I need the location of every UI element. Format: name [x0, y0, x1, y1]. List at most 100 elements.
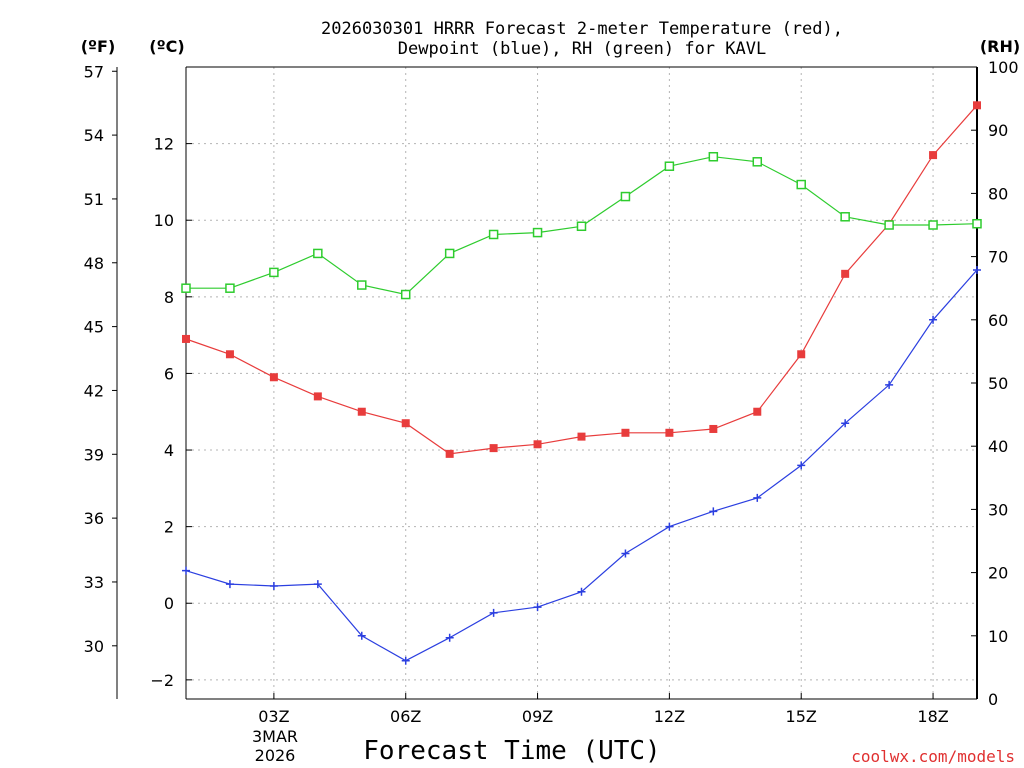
- dewpoint-point: [665, 522, 674, 531]
- dewpoint-line: [185, 269, 978, 662]
- rh-tick-label: 70: [988, 248, 1008, 267]
- temperature-point: [182, 334, 190, 343]
- temperature-point: [489, 444, 498, 453]
- rh-point: [357, 280, 367, 290]
- celsius-tick-label: 0: [164, 594, 174, 613]
- rh-tick-label: 100: [988, 58, 1019, 77]
- celsius-tick-label: 8: [164, 288, 174, 307]
- x-tick-label: 09Z: [522, 707, 553, 726]
- rh-point: [708, 151, 719, 162]
- fahrenheit-tick-label: 45: [84, 318, 104, 337]
- temperature-point: [841, 269, 850, 278]
- fahrenheit-tick-label: 57: [84, 62, 104, 81]
- celsius-tick-label: −2: [150, 671, 174, 690]
- rh-point: [884, 220, 894, 230]
- rh-point: [664, 161, 675, 171]
- data-series: [181, 101, 982, 665]
- fahrenheit-tick-label: 39: [84, 445, 104, 464]
- dewpoint-point: [313, 580, 322, 589]
- rh-point: [269, 267, 279, 278]
- rh-tick-label: 10: [988, 627, 1008, 646]
- temperature-point: [797, 350, 806, 359]
- rh-unit-label: (RH): [980, 37, 1020, 56]
- temperature-point: [929, 151, 938, 160]
- dewpoint-point: [709, 507, 718, 516]
- celsius-tick-label: 10: [154, 211, 174, 230]
- temperature-point: [753, 407, 762, 416]
- dewpoint-point: [753, 493, 762, 502]
- dewpoint-point: [797, 461, 806, 470]
- celsius-tick-label: 6: [164, 364, 174, 383]
- rh-tick-label: 90: [988, 121, 1008, 140]
- x-tick-label: 15Z: [786, 707, 817, 726]
- rh-point: [444, 248, 455, 259]
- fahrenheit-tick-label: 36: [84, 509, 104, 528]
- rh-point: [181, 283, 191, 293]
- temperature-point: [401, 419, 410, 428]
- fahrenheit-tick-label: 42: [84, 381, 104, 400]
- dewpoint-point: [357, 631, 366, 640]
- x-axis-title: Forecast Time (UTC): [363, 736, 660, 766]
- dewpoint-point: [577, 587, 586, 596]
- dewpoint-point: [533, 603, 542, 612]
- rh-tick-label: 60: [988, 311, 1008, 330]
- celsius-tick-label: 12: [154, 135, 174, 154]
- rh-point: [752, 157, 763, 167]
- chart-title-line2: Dewpoint (blue), RH (green) for KAVL: [398, 39, 766, 59]
- celsius-tick-label: 4: [164, 441, 174, 460]
- temperature-point: [225, 350, 234, 359]
- dewpoint-point: [841, 419, 850, 428]
- dewpoint-point: [269, 582, 278, 591]
- temperature-point: [533, 440, 542, 449]
- x-tick-label: 06Z: [390, 707, 421, 726]
- x-tick-label: 03Z: [258, 707, 289, 726]
- temperature-point: [269, 373, 278, 382]
- rh-point: [400, 289, 411, 300]
- fahrenheit-tick-label: 30: [84, 637, 104, 656]
- fahrenheit-tick-label: 33: [84, 573, 104, 592]
- fahrenheit-tick-label: 51: [84, 190, 104, 209]
- rh-point: [620, 191, 631, 202]
- temperature-point: [313, 392, 322, 401]
- rh-point: [972, 218, 982, 229]
- temperature-line: [185, 104, 978, 455]
- rh-point: [313, 248, 323, 259]
- x-tick-label: 12Z: [654, 707, 685, 726]
- x-tick-label: 18Z: [917, 707, 948, 726]
- fahrenheit-tick-label: 48: [84, 254, 104, 273]
- temperature-point: [577, 432, 586, 441]
- fahrenheit-tick-label: 54: [84, 126, 104, 145]
- dewpoint-point: [182, 566, 190, 575]
- temperature-point: [621, 428, 630, 437]
- credit-link[interactable]: coolwx.com/models: [851, 747, 1015, 766]
- date-label-year: 2026: [255, 746, 296, 765]
- rh-tick-label: 20: [988, 564, 1008, 583]
- dewpoint-point: [401, 656, 410, 665]
- dewpoint-point: [225, 580, 234, 589]
- rh-tick-label: 30: [988, 500, 1008, 519]
- temperature-point: [665, 428, 674, 437]
- dewpoint-point: [445, 633, 454, 642]
- rh-point: [576, 221, 587, 232]
- dewpoint-point: [885, 380, 894, 389]
- axes: [112, 66, 978, 700]
- dewpoint-point: [621, 549, 630, 558]
- rh-tick-label: 0: [988, 690, 998, 709]
- temperature-point: [357, 407, 366, 416]
- temperature-point: [973, 101, 981, 110]
- dewpoint-point: [929, 315, 938, 324]
- rh-point: [225, 283, 235, 293]
- temperature-point: [709, 424, 718, 433]
- rh-point: [796, 179, 806, 190]
- chart-title-line1: 2026030301 HRRR Forecast 2-meter Tempera…: [321, 19, 843, 39]
- rh-point: [532, 227, 543, 238]
- rh-tick-label: 80: [988, 184, 1008, 203]
- dewpoint-point: [489, 608, 498, 617]
- celsius-tick-label: 2: [164, 518, 174, 537]
- celsius-unit-label: (ºC): [149, 37, 184, 56]
- rh-point: [928, 220, 938, 230]
- dewpoint-point: [973, 266, 981, 275]
- grid-lines: [186, 67, 977, 699]
- date-label-month: 3MAR: [252, 727, 298, 746]
